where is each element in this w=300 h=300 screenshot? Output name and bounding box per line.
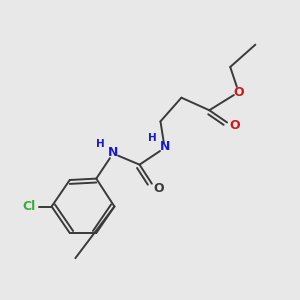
- Text: H: H: [148, 133, 157, 143]
- Text: O: O: [154, 182, 164, 195]
- Text: H: H: [96, 139, 105, 149]
- Text: Cl: Cl: [23, 200, 36, 213]
- Text: N: N: [160, 140, 170, 153]
- Text: O: O: [233, 85, 244, 99]
- Text: N: N: [108, 146, 118, 159]
- Text: O: O: [229, 119, 240, 132]
